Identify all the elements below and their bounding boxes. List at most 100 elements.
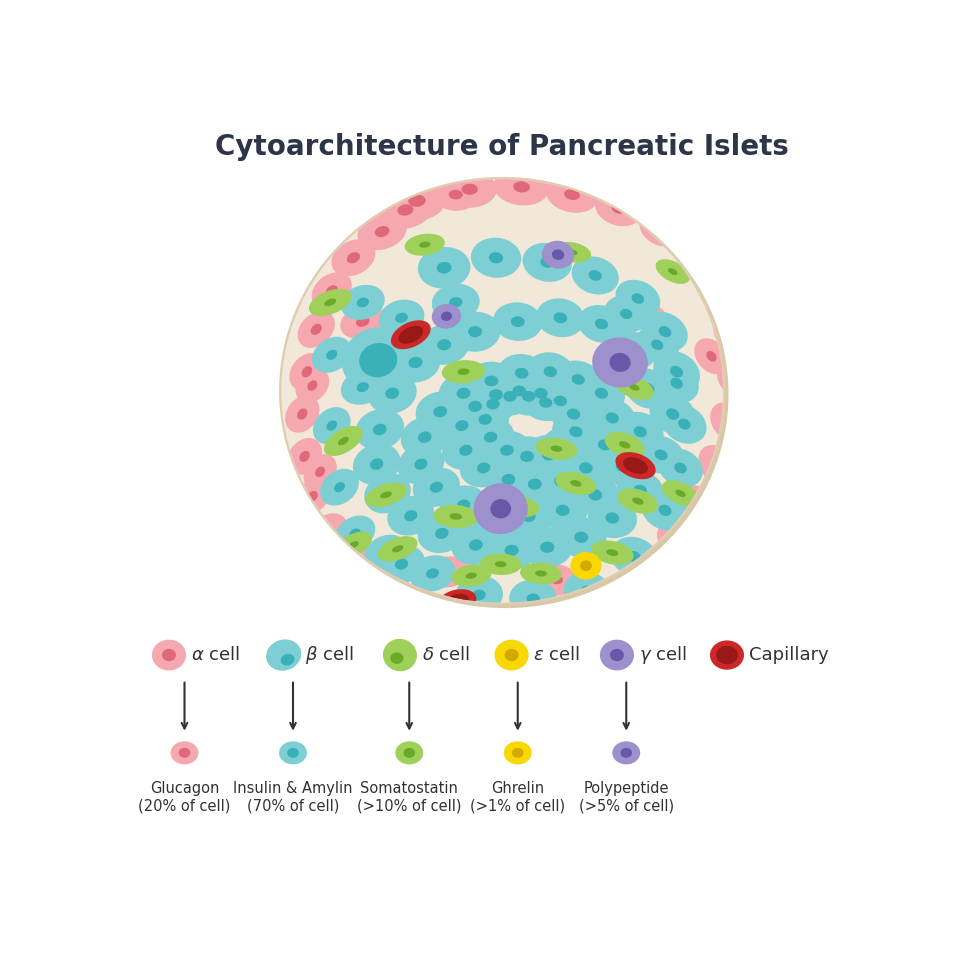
Ellipse shape [404, 511, 417, 521]
Ellipse shape [432, 284, 479, 321]
Ellipse shape [551, 446, 563, 452]
Ellipse shape [385, 387, 399, 399]
Ellipse shape [401, 416, 449, 458]
Ellipse shape [480, 554, 521, 575]
Ellipse shape [312, 272, 352, 310]
Ellipse shape [535, 564, 578, 595]
Ellipse shape [644, 313, 656, 322]
Ellipse shape [505, 649, 518, 662]
Ellipse shape [370, 459, 383, 469]
Ellipse shape [451, 564, 491, 587]
Ellipse shape [415, 459, 427, 469]
Ellipse shape [285, 395, 319, 433]
Ellipse shape [614, 374, 654, 400]
Ellipse shape [674, 463, 687, 473]
Ellipse shape [606, 513, 619, 523]
Ellipse shape [472, 590, 486, 601]
Ellipse shape [304, 454, 337, 489]
Ellipse shape [349, 528, 361, 538]
Ellipse shape [365, 473, 411, 514]
Ellipse shape [458, 368, 469, 375]
Ellipse shape [553, 242, 591, 263]
Ellipse shape [494, 169, 550, 206]
Ellipse shape [399, 325, 423, 344]
Ellipse shape [662, 405, 707, 444]
Ellipse shape [630, 302, 668, 334]
Ellipse shape [651, 339, 663, 350]
Ellipse shape [512, 504, 523, 510]
Ellipse shape [552, 413, 600, 452]
Ellipse shape [610, 331, 656, 369]
Ellipse shape [162, 649, 176, 662]
Ellipse shape [417, 247, 470, 288]
Ellipse shape [555, 475, 568, 487]
Ellipse shape [313, 407, 351, 444]
Ellipse shape [707, 351, 716, 362]
Ellipse shape [606, 413, 619, 423]
Ellipse shape [380, 548, 392, 558]
Ellipse shape [592, 337, 648, 387]
Ellipse shape [387, 496, 434, 535]
Ellipse shape [526, 594, 540, 605]
Ellipse shape [378, 545, 425, 584]
Ellipse shape [395, 559, 408, 569]
Ellipse shape [659, 567, 671, 576]
Ellipse shape [497, 354, 546, 393]
Ellipse shape [355, 565, 399, 602]
Ellipse shape [581, 586, 594, 597]
Ellipse shape [540, 542, 555, 553]
Ellipse shape [520, 563, 562, 584]
Ellipse shape [356, 317, 369, 326]
Ellipse shape [486, 530, 537, 570]
Ellipse shape [370, 578, 383, 589]
Ellipse shape [588, 489, 602, 501]
Ellipse shape [556, 505, 569, 515]
Ellipse shape [528, 478, 542, 490]
Ellipse shape [624, 368, 671, 409]
Ellipse shape [599, 447, 646, 486]
Ellipse shape [536, 298, 585, 337]
Ellipse shape [631, 293, 644, 304]
Ellipse shape [589, 270, 602, 281]
Ellipse shape [341, 285, 385, 319]
Ellipse shape [524, 435, 573, 475]
Ellipse shape [324, 299, 336, 306]
Ellipse shape [302, 367, 313, 377]
Ellipse shape [659, 449, 703, 487]
Ellipse shape [554, 313, 567, 323]
Ellipse shape [632, 498, 644, 505]
Ellipse shape [390, 342, 440, 382]
Ellipse shape [542, 449, 556, 461]
Ellipse shape [279, 177, 725, 605]
Ellipse shape [588, 498, 637, 538]
Ellipse shape [432, 304, 462, 328]
Ellipse shape [457, 388, 470, 399]
Ellipse shape [672, 534, 686, 545]
Ellipse shape [328, 542, 370, 578]
Ellipse shape [638, 435, 684, 474]
Ellipse shape [496, 495, 539, 517]
Ellipse shape [539, 397, 553, 408]
Ellipse shape [391, 320, 431, 349]
Ellipse shape [642, 490, 688, 530]
Ellipse shape [438, 406, 486, 445]
Ellipse shape [504, 497, 554, 536]
Ellipse shape [612, 606, 625, 615]
Ellipse shape [701, 275, 738, 312]
Ellipse shape [404, 748, 416, 758]
Ellipse shape [610, 353, 631, 372]
Ellipse shape [647, 565, 661, 575]
Ellipse shape [468, 401, 482, 412]
Ellipse shape [457, 500, 470, 511]
Ellipse shape [607, 549, 618, 556]
Ellipse shape [357, 382, 368, 392]
Ellipse shape [623, 458, 648, 474]
Ellipse shape [536, 461, 586, 501]
Text: Capillary: Capillary [749, 646, 828, 664]
Text: Polypeptide
(>5% of cell): Polypeptide (>5% of cell) [578, 781, 674, 813]
Ellipse shape [484, 375, 499, 386]
Ellipse shape [341, 369, 385, 405]
Ellipse shape [556, 517, 607, 558]
Ellipse shape [495, 562, 507, 567]
Ellipse shape [670, 377, 683, 389]
